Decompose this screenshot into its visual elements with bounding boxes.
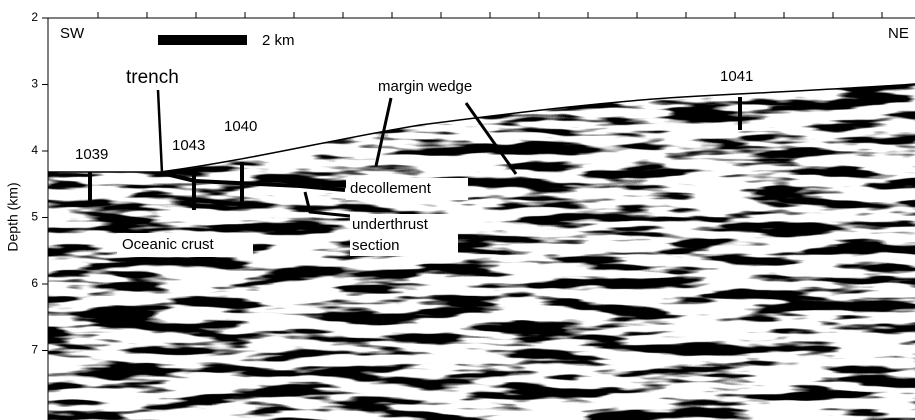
underthrust-label: underthrust [352, 216, 429, 233]
scale-label: 2 km [262, 32, 295, 49]
site-label: 1041 [720, 68, 753, 85]
trench-label: trench [126, 67, 179, 88]
site-label: 1039 [75, 146, 108, 163]
top-ticks [98, 12, 882, 18]
sw-label: SW [60, 25, 85, 42]
y-tick-label: 5 [31, 210, 38, 224]
y-tick-label: 7 [31, 343, 38, 357]
seismic-figure: 2 km SW NE trench 1039 1043 1040 1041 ma… [0, 0, 915, 420]
axis-title: Depth (km) [5, 182, 21, 251]
y-tick-label: 2 [31, 10, 38, 24]
margin-wedge-label: margin wedge [378, 78, 472, 95]
trench-pointer [158, 90, 162, 173]
decollement-label: decollement [350, 180, 432, 197]
ne-label: NE [888, 25, 909, 42]
oceanic-crust-label: Oceanic crust [122, 236, 215, 253]
site-label: 1043 [172, 137, 205, 154]
y-tick-label: 4 [31, 143, 38, 157]
y-tick-label: 6 [31, 276, 38, 290]
y-tick-label: 3 [31, 77, 38, 91]
site-label: 1040 [224, 118, 257, 135]
scale-bar [158, 35, 247, 45]
underthrust-label: section [352, 237, 400, 254]
